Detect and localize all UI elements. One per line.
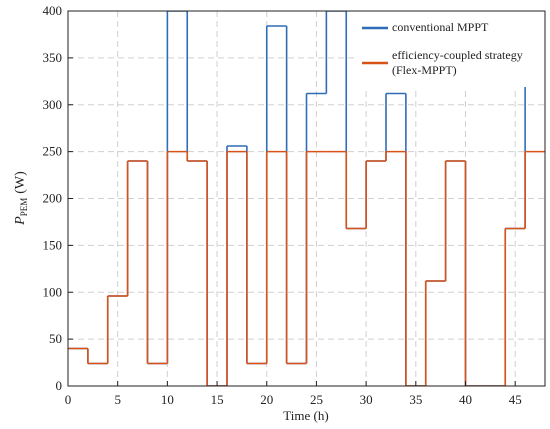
x-tick-label: 0: [65, 392, 72, 407]
y-tick-label: 250: [43, 144, 63, 159]
y-label-symbol: P: [13, 216, 28, 226]
y-tick-label: 50: [49, 331, 62, 346]
x-axis-label: Time (h): [283, 408, 328, 423]
x-tick-label: 25: [310, 392, 323, 407]
y-tick-label: 300: [43, 97, 63, 112]
y-label-unit: (W): [13, 171, 28, 194]
x-tick-label: 5: [114, 392, 121, 407]
y-tick-label: 350: [43, 50, 63, 65]
y-tick-label: 150: [43, 237, 63, 252]
x-tick-label: 10: [161, 392, 174, 407]
y-tick-label: 100: [43, 284, 63, 299]
x-tick-label: 15: [211, 392, 224, 407]
x-tick-label: 45: [509, 392, 522, 407]
x-tick-label: 30: [360, 392, 373, 407]
x-tick-label: 40: [459, 392, 472, 407]
legend-label: conventional MPPT: [392, 20, 489, 34]
y-axis-label: PPEM (W): [13, 171, 29, 226]
y-tick-label: 400: [43, 3, 63, 18]
y-tick-label: 200: [43, 191, 63, 206]
x-tick-label: 20: [260, 392, 273, 407]
y-tick-label: 0: [56, 378, 63, 393]
legend-label: efficiency-coupled strategy (Flex-MPPT): [392, 48, 523, 77]
y-label-subscript: PEM: [19, 198, 29, 217]
x-tick-label: 35: [409, 392, 422, 407]
legend-box: [355, 11, 545, 87]
